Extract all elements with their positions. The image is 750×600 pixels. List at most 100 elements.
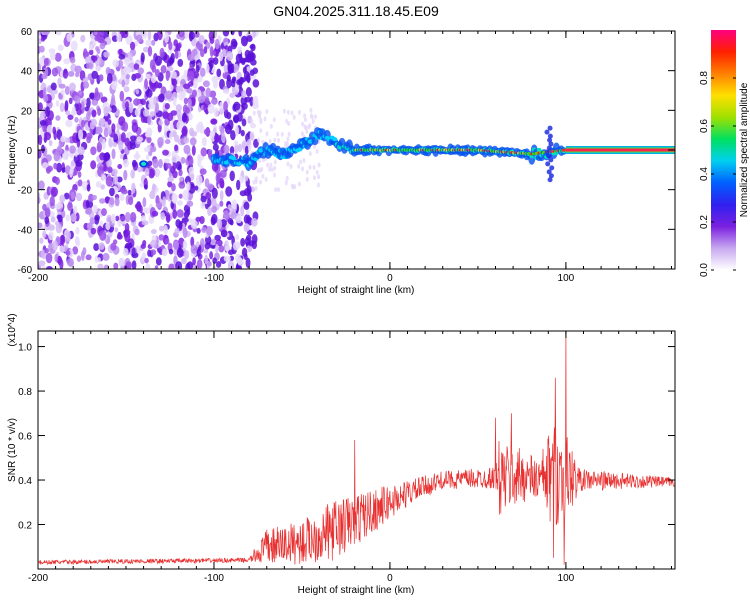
noise-blob <box>259 179 263 185</box>
noise-blob <box>234 125 240 137</box>
noise-blob <box>216 218 223 230</box>
noise-blob <box>196 258 203 269</box>
noise-blob <box>176 43 182 49</box>
noise-blob <box>77 146 85 155</box>
noise-blob <box>214 133 220 143</box>
noise-blob <box>157 137 164 147</box>
noise-blob <box>75 226 80 235</box>
noise-blob <box>210 118 217 125</box>
noise-blob <box>139 182 145 188</box>
noise-blob <box>182 189 189 201</box>
noise-blob <box>240 129 245 137</box>
noise-blob <box>65 110 71 116</box>
noise-blob <box>162 196 166 208</box>
noise-blob <box>201 226 207 233</box>
noise-blob <box>178 31 185 38</box>
noise-blob <box>219 78 225 90</box>
colorbar: 0.0 0.2 0.4 0.6 0.8 Normalized spectral ampl… <box>699 30 750 277</box>
noise-blob <box>284 143 288 149</box>
noise-blob <box>64 85 70 96</box>
noise-blob <box>178 91 185 101</box>
y-tick-label: -60 <box>18 265 33 276</box>
noise-blob <box>99 230 107 241</box>
noise-blob <box>137 166 143 173</box>
noise-blob <box>43 31 50 36</box>
noise-blob <box>176 200 183 206</box>
noise-blob <box>273 172 277 178</box>
noise-blob <box>257 137 261 143</box>
noise-blob <box>276 131 280 137</box>
noise-blob <box>148 97 154 105</box>
noise-blob <box>166 212 171 221</box>
noise-blob <box>218 35 222 42</box>
noise-blob <box>235 215 242 224</box>
noise-blob <box>280 131 284 137</box>
noise-blob <box>224 241 230 253</box>
noise-blob <box>162 149 169 156</box>
noise-blob <box>223 144 230 154</box>
noise-blob <box>121 79 126 88</box>
noise-blob <box>212 143 219 151</box>
noise-blob <box>38 180 45 191</box>
noise-blob <box>150 229 157 235</box>
noise-blob <box>274 186 278 192</box>
signal-blob <box>546 145 552 151</box>
x-tick-label: -100 <box>204 273 224 284</box>
noise-blob <box>213 107 219 118</box>
noise-blob <box>60 89 66 95</box>
noise-blob <box>211 205 217 214</box>
noise-blob <box>268 138 272 144</box>
noise-blob <box>201 137 207 147</box>
noise-blob <box>167 180 173 188</box>
noise-blob <box>38 222 43 229</box>
noise-blob <box>188 81 194 87</box>
noise-blob <box>59 234 66 245</box>
noise-blob <box>188 70 195 80</box>
noise-blob <box>163 158 170 164</box>
noise-blob <box>244 145 249 155</box>
noise-blob <box>143 108 150 117</box>
noise-blob <box>253 138 259 148</box>
noise-blob <box>103 51 110 58</box>
noise-blob <box>312 175 316 181</box>
signal-blob <box>547 177 553 183</box>
noise-blob <box>211 75 219 83</box>
noise-blob <box>89 217 96 225</box>
noise-blob <box>124 211 131 223</box>
noise-blob <box>103 106 109 117</box>
noise-blob <box>50 51 56 61</box>
noise-blob <box>212 265 218 269</box>
noise-blob <box>117 59 124 69</box>
noise-blob <box>167 112 174 122</box>
colorbar-tick-label: 0.8 <box>699 71 710 85</box>
noise-blob <box>183 136 190 144</box>
noise-blob <box>223 255 231 262</box>
noise-blob <box>148 168 155 179</box>
noise-blob <box>158 234 165 241</box>
noise-blob <box>191 89 197 98</box>
noise-blob <box>106 73 113 84</box>
noise-blob <box>167 176 174 183</box>
noise-blob <box>94 87 99 98</box>
noise-blob <box>203 46 208 54</box>
noise-blob <box>123 169 128 181</box>
noise-blob <box>140 98 147 106</box>
noise-blob <box>209 131 216 138</box>
noise-blob <box>158 225 165 232</box>
noise-blob <box>122 248 129 256</box>
noise-blob <box>131 159 137 168</box>
noise-blob <box>118 48 123 55</box>
noise-blob <box>91 194 97 201</box>
noise-blob <box>273 165 277 171</box>
noise-blob <box>248 240 255 247</box>
noise-blob <box>303 124 307 130</box>
noise-blob <box>67 114 74 120</box>
noise-blob <box>222 88 230 95</box>
noise-blob <box>240 205 245 217</box>
noise-blob <box>226 50 234 61</box>
snr-series-line <box>38 331 675 566</box>
noise-blob <box>148 102 155 110</box>
noise-blob <box>155 202 163 209</box>
noise-blob <box>202 80 210 88</box>
